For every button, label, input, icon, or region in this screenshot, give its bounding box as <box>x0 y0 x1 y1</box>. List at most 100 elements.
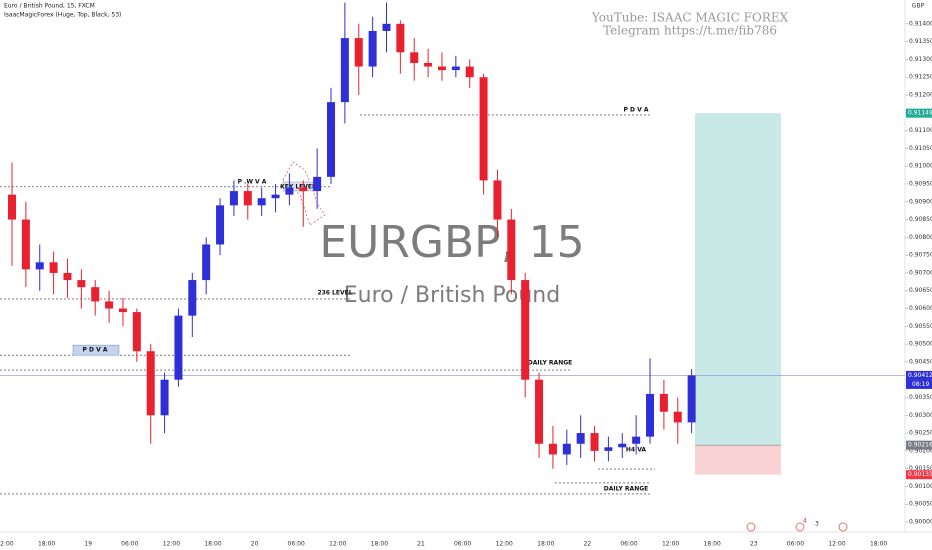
x-tick-label: 12:00 <box>0 541 14 548</box>
candle-body <box>548 443 557 455</box>
x-tick-label: 18:00 <box>371 541 388 548</box>
y-tick-label: 0.90800 <box>909 234 932 241</box>
y-tick-label: 0.90000 <box>909 519 932 526</box>
candle-body <box>659 393 668 412</box>
x-tick-label: 06:00 <box>288 541 305 548</box>
candle-body <box>216 205 225 245</box>
x-tick-label: 22 <box>584 541 592 548</box>
x-tick-label: 20 <box>251 541 259 548</box>
drawing <box>282 161 326 226</box>
candle-body <box>285 187 294 195</box>
y-tick-label: 0.90600 <box>909 305 932 312</box>
stop-zone <box>695 445 781 475</box>
y-tick-label: 0.91350 <box>909 38 932 45</box>
event-icon <box>838 522 848 532</box>
candle-body <box>21 219 30 270</box>
annotation: KEY LEVEL <box>280 184 316 191</box>
x-tick-label: 18:00 <box>204 541 221 548</box>
label-box <box>72 344 120 356</box>
y-tick-label: 0.90250 <box>909 430 932 437</box>
watermark-title: EURGBP, 15 <box>319 217 584 268</box>
candle-body <box>465 66 474 78</box>
y-tick-label: 0.91200 <box>909 92 932 99</box>
candle-body <box>687 375 696 423</box>
event-icon <box>795 522 805 532</box>
candle-body <box>354 38 363 67</box>
y-tick-label: 0.90300 <box>909 412 932 419</box>
candle-body <box>410 52 419 63</box>
annotation-box <box>282 181 314 192</box>
indicator-legend: IsaacMagicForex (Huge, Top, Black, 53) <box>4 12 121 19</box>
candle-body <box>271 194 280 199</box>
symbol-legend: Euro / British Pound, 15, FXCM <box>4 3 95 10</box>
x-tick-label: 18:00 <box>870 541 887 548</box>
x-tick-label: 06:00 <box>121 541 138 548</box>
y-tick-label: 0.91250 <box>909 74 932 81</box>
candle-body <box>8 194 16 220</box>
candle-body <box>91 287 100 302</box>
y-tick-label: 0.90650 <box>909 287 932 294</box>
x-tick-label: 12:00 <box>828 541 845 548</box>
entry-tag-box <box>906 440 932 450</box>
stop-tag-label: 0.90133 <box>908 471 932 478</box>
candle-body <box>618 443 627 448</box>
currency-label: GBP <box>912 3 925 10</box>
candle-body <box>229 191 238 206</box>
telegram-text: Telegram https://t.me/fib786 <box>603 24 777 38</box>
candle-body <box>576 433 585 444</box>
candle-body <box>521 280 530 380</box>
price-tag-box <box>906 370 932 380</box>
y-tick-label: 0.90550 <box>909 323 932 330</box>
x-tick-label: 06:00 <box>454 541 471 548</box>
y-tick-label: 0.90150 <box>909 465 932 472</box>
y-tick-label: 0.90100 <box>909 483 932 490</box>
y-tick-label: 0.90700 <box>909 269 932 276</box>
event-icon <box>746 522 756 532</box>
x-tick-label: 12:00 <box>329 541 346 548</box>
level-label: P D V A <box>624 106 649 113</box>
candle-body <box>105 301 114 309</box>
x-tick-label: 19 <box>84 541 92 548</box>
candle-body <box>327 102 336 177</box>
target-tag-label: 0.91149 <box>908 110 932 117</box>
candle-body <box>146 351 155 416</box>
countdown-box <box>906 379 932 389</box>
candle-body <box>424 62 433 67</box>
y-tick-label: 0.91050 <box>909 145 932 152</box>
event-count: 4 <box>803 518 807 525</box>
y-tick-label: 0.91000 <box>909 163 932 170</box>
candle-body <box>340 38 349 103</box>
candle-body <box>174 315 183 380</box>
youtube-text: YouTube: ISAAC MAGIC FOREX <box>591 11 789 25</box>
target-tag-box <box>906 108 932 118</box>
candle-body <box>604 447 613 451</box>
x-tick-label: 21 <box>417 541 425 548</box>
candle-body <box>493 180 502 220</box>
y-tick-label: 0.90450 <box>909 358 932 365</box>
candle-body <box>368 30 377 67</box>
level-label: P D V A <box>83 347 108 354</box>
x-tick-label: 06:00 <box>620 541 637 548</box>
x-tick-label: 18:00 <box>537 541 554 548</box>
candle-body <box>507 219 516 281</box>
candle-body <box>590 433 599 451</box>
candle-body <box>479 77 488 181</box>
candle-body <box>451 66 460 71</box>
candle-body <box>562 443 571 455</box>
candle-body <box>188 280 197 316</box>
candle-body <box>118 308 127 313</box>
y-tick-label: 0.90050 <box>909 501 932 508</box>
x-tick-label: 23 <box>750 541 758 548</box>
x-tick-label: 12:00 <box>163 541 180 548</box>
x-tick-label: 12:00 <box>662 541 679 548</box>
candle-body <box>313 176 322 192</box>
candle-body <box>63 272 72 281</box>
candle-body <box>243 191 252 206</box>
x-tick-label: 06:00 <box>787 541 804 548</box>
y-tick-label: 0.90750 <box>909 252 932 259</box>
candle-body <box>673 411 682 423</box>
candle-body <box>35 262 44 270</box>
y-tick-label: 0.90900 <box>909 198 932 205</box>
level-label: DAILY RANGE <box>528 360 573 367</box>
